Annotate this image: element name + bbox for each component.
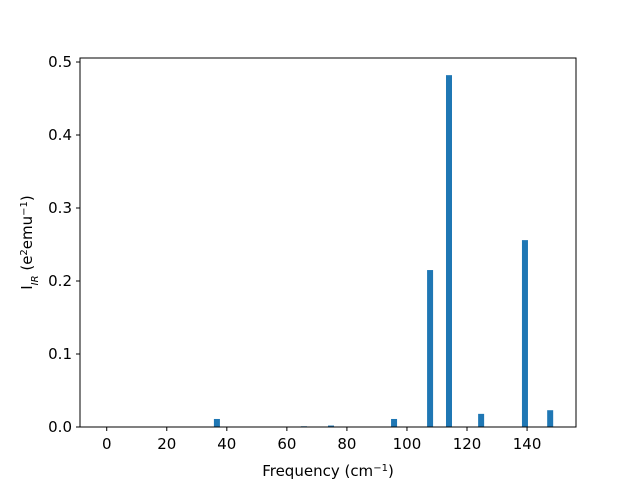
x-tick-label: 100 xyxy=(393,435,422,453)
label-part: Frequency (cm xyxy=(262,462,373,480)
y-tick-label: 0.5 xyxy=(48,53,72,71)
label-part: emu xyxy=(18,216,36,249)
label-part: 2 xyxy=(19,249,30,255)
plot-frame xyxy=(79,57,577,428)
x-tick-label: 140 xyxy=(513,435,542,453)
y-axis-label: IIR (e2emu−1) xyxy=(18,195,41,290)
bar xyxy=(445,75,452,428)
y-tick-label: 0.1 xyxy=(48,345,72,363)
bar xyxy=(391,418,398,427)
label-part: −1 xyxy=(19,201,30,216)
bar xyxy=(328,425,335,427)
label-part: −1 xyxy=(373,463,388,474)
x-tick-label: 80 xyxy=(337,435,356,453)
x-tick-label: 40 xyxy=(217,435,236,453)
x-tick-label: 60 xyxy=(277,435,296,453)
bar xyxy=(213,418,220,427)
label-part: I xyxy=(18,285,36,289)
x-tick-label: 120 xyxy=(453,435,482,453)
y-tick-label: 0.3 xyxy=(48,199,72,217)
y-tick-label: 0.2 xyxy=(48,272,72,290)
bar xyxy=(478,413,485,427)
x-tick-label: 0 xyxy=(102,435,112,453)
bar xyxy=(547,410,554,427)
y-tick-label: 0.0 xyxy=(48,418,72,436)
label-part: ) xyxy=(388,462,394,480)
label-part: (e xyxy=(18,256,36,276)
label-part: ) xyxy=(18,195,36,201)
x-axis-label: Frequency (cm−1) xyxy=(262,462,394,480)
y-tick-label: 0.4 xyxy=(48,126,72,144)
x-tick-label: 20 xyxy=(157,435,176,453)
label-part: IR xyxy=(30,275,41,285)
bar xyxy=(427,270,434,427)
bar xyxy=(521,240,528,427)
